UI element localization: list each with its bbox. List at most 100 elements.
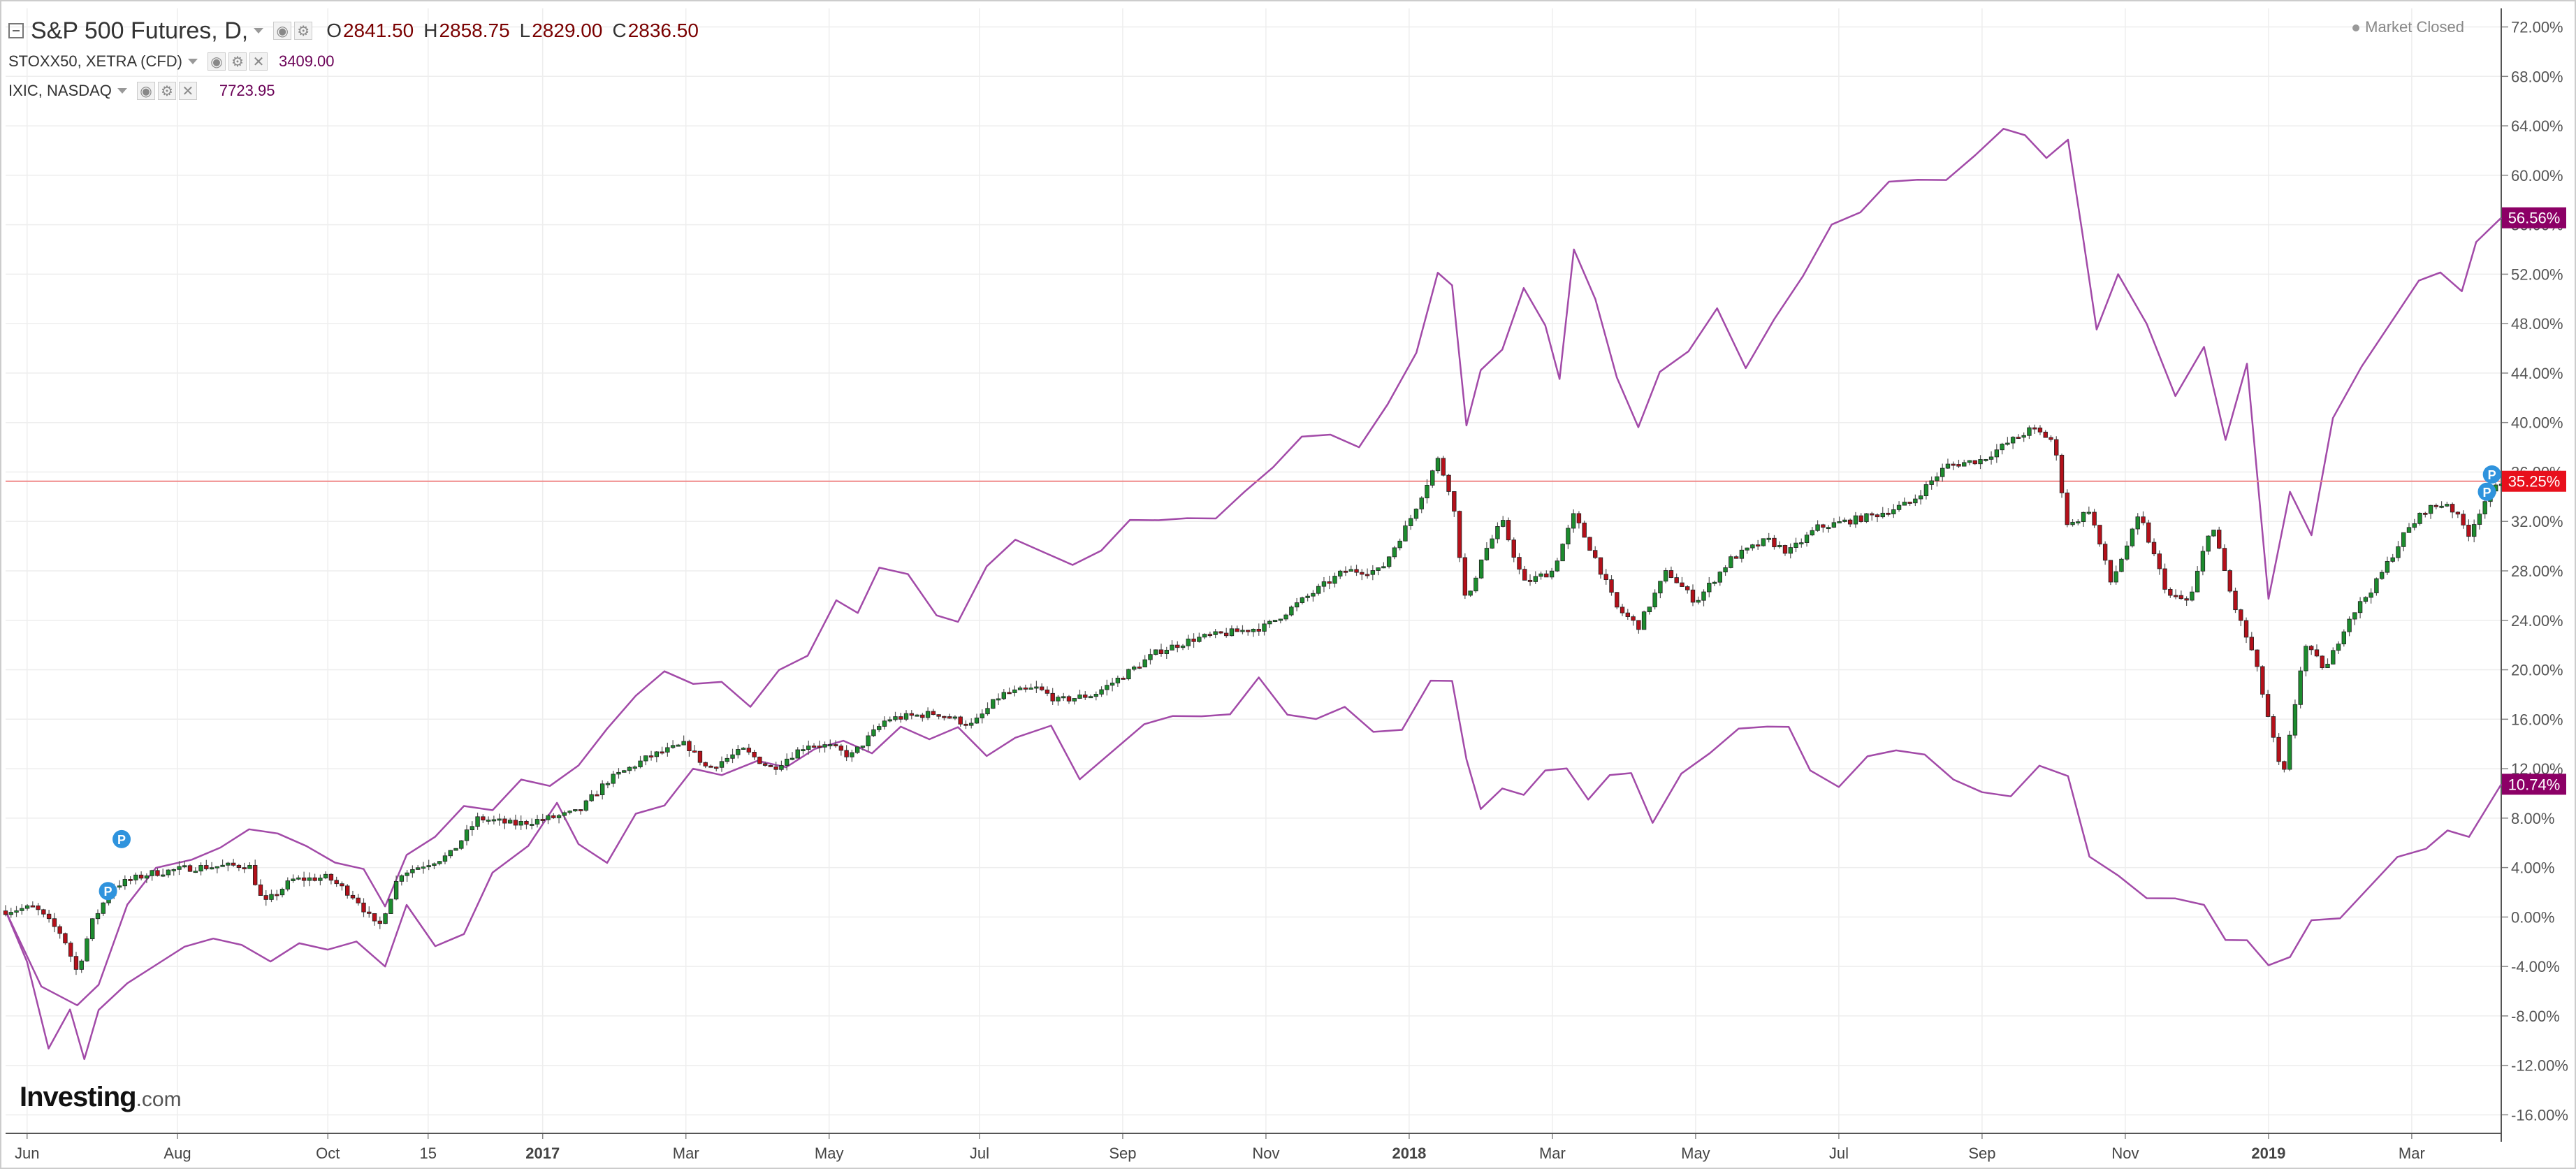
candle-down [1615, 592, 1620, 608]
candle-down [595, 794, 599, 797]
candle-down [1907, 502, 1912, 504]
candle-down [540, 819, 545, 821]
candle-down [1246, 630, 1251, 632]
candle-up [388, 899, 393, 914]
candle-up [573, 809, 578, 812]
candle-up [1729, 556, 1733, 568]
gear-icon[interactable]: ⚙ [228, 52, 247, 71]
candle-down [481, 816, 486, 821]
y-tick-label: 72.00% [2511, 19, 2563, 36]
eye-icon[interactable]: ◉ [207, 52, 226, 71]
candle-down [1636, 620, 1641, 630]
candle-up [2005, 442, 2010, 445]
candle-down [187, 865, 193, 872]
y-tick-label: 48.00% [2511, 315, 2563, 333]
pin-marker-icon[interactable] [2482, 465, 2501, 484]
gear-icon[interactable]: ⚙ [157, 82, 176, 100]
candle-up [1658, 581, 1663, 594]
candle-down [958, 716, 963, 725]
candle-up [432, 863, 437, 866]
pin-marker-icon[interactable] [112, 829, 131, 848]
candle-down [52, 918, 57, 927]
candle-up [1831, 522, 1837, 528]
candle-down [46, 913, 52, 920]
candle-up [1918, 495, 1923, 500]
status-dot-icon [2352, 24, 2360, 32]
candle-down [1354, 569, 1359, 573]
candle-up [20, 908, 24, 911]
candle-up [399, 875, 405, 882]
x-tick-label: Oct [316, 1145, 340, 1162]
gear-icon[interactable]: ⚙ [294, 22, 313, 40]
pin-marker-icon[interactable] [2477, 482, 2496, 501]
candle-up [1549, 570, 1555, 578]
x-tick-label: Jul [1829, 1145, 1849, 1162]
y-tick-label: 16.00% [2511, 711, 2563, 728]
collapse-icon[interactable] [8, 23, 24, 38]
candle-down [2059, 454, 2065, 493]
candle-up [2195, 570, 2200, 593]
candle-down [762, 763, 768, 766]
main-series-title: S&P 500 Futures, D, [31, 17, 249, 44]
candle-up [1804, 535, 1810, 544]
candle-up [974, 718, 980, 724]
y-tick-label: 40.00% [2511, 414, 2563, 432]
candle-up [779, 765, 784, 770]
dropdown-caret-icon[interactable] [117, 88, 127, 94]
pin-marker[interactable]: P [112, 829, 131, 848]
candle-up [1381, 566, 1386, 569]
candle-up [2292, 704, 2298, 736]
candle-up [854, 746, 860, 753]
candle-up [784, 758, 789, 766]
eye-icon[interactable]: ◉ [136, 82, 155, 100]
candle-down [242, 867, 247, 870]
candle-down [41, 909, 46, 915]
candle-up [1413, 509, 1419, 519]
close-icon[interactable]: ✕ [249, 52, 268, 71]
pin-marker[interactable]: P [99, 882, 117, 901]
candle-up [144, 875, 150, 879]
dropdown-caret-icon[interactable] [254, 28, 264, 34]
pin-marker[interactable]: P [2477, 482, 2496, 501]
candle-up [643, 755, 648, 762]
candle-down [1441, 458, 1446, 476]
candle-up [1962, 462, 1967, 467]
y-tick-label: 44.00% [2511, 365, 2563, 382]
candle-up [730, 754, 735, 759]
candle-down [963, 723, 968, 726]
candle-up [383, 913, 388, 924]
candle-up [1652, 593, 1657, 608]
candle-up [117, 885, 122, 888]
eye-icon[interactable]: ◉ [273, 22, 292, 40]
candle-up [1913, 498, 1918, 504]
candle-up [985, 708, 990, 715]
candle-down [697, 750, 703, 763]
x-tick-label: 2018 [1392, 1145, 1426, 1162]
candle-down [1158, 649, 1164, 654]
compare-line-stoxx50 [4, 676, 2503, 1061]
candle-up [1647, 607, 1652, 613]
candle-down [2141, 516, 2146, 523]
candle-up [1267, 620, 1272, 625]
candle-up [741, 748, 746, 750]
candle-up [1777, 545, 1782, 548]
candle-up [1283, 614, 1288, 620]
candle-down [1858, 515, 1863, 522]
dropdown-caret-icon[interactable] [187, 59, 198, 64]
close-icon[interactable]: ✕ [178, 82, 197, 100]
pin-marker-icon[interactable] [99, 882, 117, 901]
candle-up [2298, 670, 2303, 705]
last-value-tag [2502, 207, 2566, 228]
candle-down [1576, 513, 1582, 523]
pin-marker[interactable]: P [2482, 465, 2501, 484]
candle-up [1940, 467, 1945, 477]
candle-up [980, 713, 984, 718]
candle-down [2151, 542, 2157, 555]
candle-up [1853, 515, 1858, 525]
candle-down [2065, 492, 2069, 525]
candle-up [589, 794, 594, 801]
candle-down [1137, 667, 1142, 669]
candle-up [1392, 547, 1397, 558]
candle-up [2401, 532, 2406, 547]
